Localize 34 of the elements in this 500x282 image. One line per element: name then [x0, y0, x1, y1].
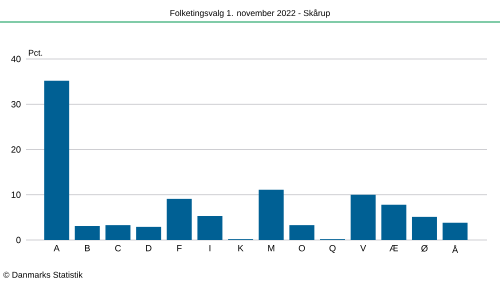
x-tick-label: D — [146, 245, 152, 252]
y-axis-title: Pct. — [28, 50, 42, 56]
bar — [197, 216, 222, 240]
bar — [442, 222, 468, 240]
chart-title: Folketingsvalg 1. november 2022 - Skårup — [170, 9, 330, 18]
x-tick-label: B — [85, 245, 90, 252]
text: © Danmarks Statistik — [3, 272, 83, 278]
bar — [74, 226, 100, 240]
y-tick-label: 20 — [11, 146, 21, 153]
x-tick-label: Q — [329, 245, 336, 254]
bar — [258, 190, 284, 240]
bar — [350, 194, 376, 240]
x-tick-label: C — [115, 245, 121, 252]
x-tick-label: M — [268, 245, 274, 252]
bar — [44, 80, 70, 240]
x-tick-label: Ø — [421, 245, 428, 252]
x-tick-label: K — [238, 245, 244, 252]
x-tick-label: O — [298, 245, 305, 252]
bar — [136, 226, 162, 240]
bar — [105, 225, 130, 240]
x-tick-label: V — [360, 245, 366, 252]
bar — [412, 216, 437, 240]
bar — [289, 225, 314, 240]
x-tick-label: Å — [452, 245, 458, 253]
x-tick-label: Æ — [389, 245, 398, 252]
y-tick-label: 30 — [11, 101, 21, 108]
x-tick-label: A — [54, 245, 60, 252]
y-tick-label: 40 — [11, 56, 21, 62]
bar — [166, 198, 192, 240]
bar — [381, 204, 406, 240]
y-tick-label: 10 — [12, 192, 21, 198]
y-tick-label: 0 — [16, 236, 21, 244]
x-tick-label: F — [177, 245, 182, 252]
x-tick-label: I — [209, 245, 210, 252]
